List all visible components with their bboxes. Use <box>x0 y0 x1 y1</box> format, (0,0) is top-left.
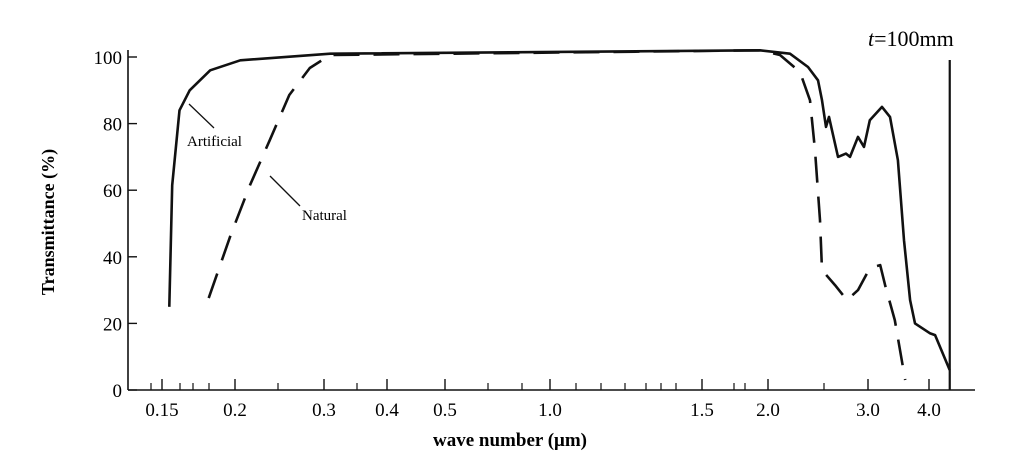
y-tick-label: 40 <box>103 248 122 269</box>
series-group <box>168 48 951 390</box>
chart-title: t=100mm <box>868 26 954 51</box>
y-tick-label: 0 <box>113 381 123 402</box>
x-tick-label: 0.5 <box>433 400 457 421</box>
y-tick-label: 100 <box>94 48 123 69</box>
series-line-natural <box>207 48 907 381</box>
title-rest: =100mm <box>874 26 954 51</box>
annotation-artificial: Artificial <box>187 134 242 150</box>
leader-natural <box>269 175 301 207</box>
x-tick-label: 3.0 <box>856 400 880 421</box>
y-tick-label: 20 <box>103 314 122 335</box>
leader-artificial <box>188 103 215 129</box>
x-tick-label: 0.4 <box>375 400 399 421</box>
y-tick-label: 60 <box>103 181 122 202</box>
x-tick-label: 2.0 <box>756 400 780 421</box>
x-tick-label: 0.3 <box>312 400 336 421</box>
x-tick-label: 1.5 <box>690 400 714 421</box>
axes: 0 20 40 60 80 100 0.15 0.2 0.3 0.4 0.5 1.0 1.5 2.0 3.0… <box>94 48 975 421</box>
y-axis-label: Transmittance (%) <box>38 149 59 295</box>
x-axis-label: wave number (μm) <box>433 430 587 451</box>
y-tick-label: 80 <box>103 115 122 136</box>
x-tick-label: 4.0 <box>917 400 941 421</box>
annotation-natural: Natural <box>302 208 347 224</box>
x-tick-label: 0.2 <box>223 400 247 421</box>
x-tick-label: 1.0 <box>538 400 562 421</box>
title-italic-t: t <box>868 26 875 51</box>
x-tick-label: 0.15 <box>145 400 178 421</box>
series-line-artificial <box>168 48 951 371</box>
